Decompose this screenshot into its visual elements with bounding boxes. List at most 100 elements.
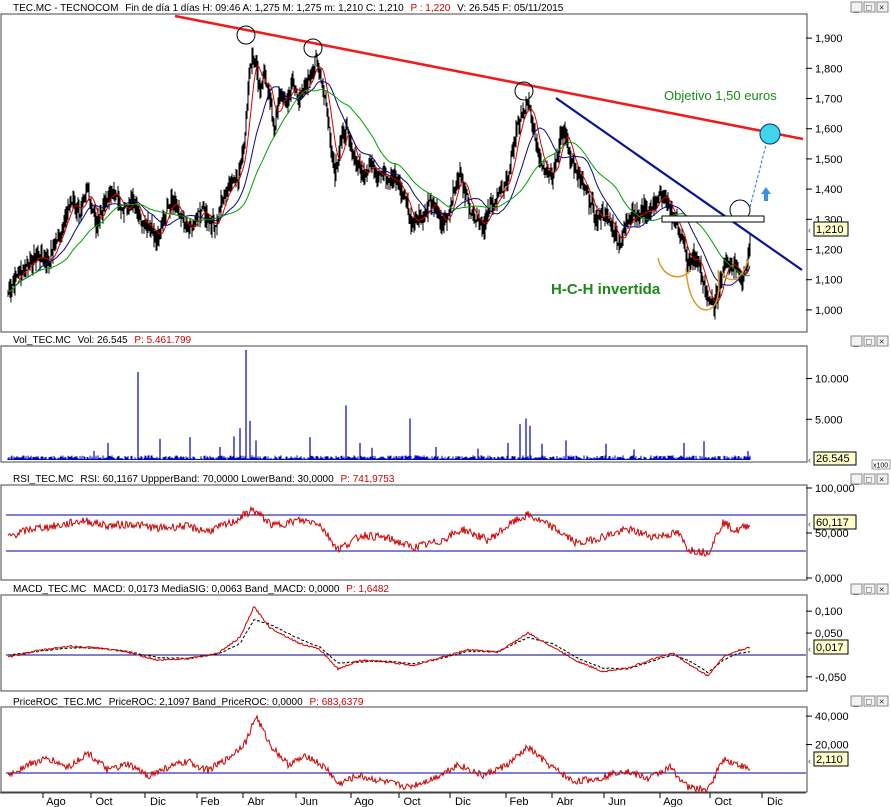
rsi-pane: RSI_TEC.MC RSI: 60,1167 UppperBand: 70,0…: [0, 474, 808, 581]
roc-pane-symbol: PriceROC_TEC.MC: [13, 697, 102, 708]
x-tick-label: Dic: [455, 796, 471, 807]
rsi-line: [7, 505, 751, 558]
annotations: Objetivo 1,50 euros H-C-H invertida: [174, 14, 804, 311]
x-tick-label: Feb: [201, 796, 220, 807]
price-minimize-button[interactable]: [850, 1, 863, 13]
roc-last-box: [813, 751, 849, 767]
x-tick-label: Oct: [714, 796, 731, 807]
macd-minimize-button[interactable]: [850, 583, 863, 595]
roc-maximize-button[interactable]: [863, 695, 876, 707]
volume-minimize-button[interactable]: [850, 335, 863, 347]
target-label: Objetivo 1,50 euros: [664, 88, 777, 103]
price-tick-label: 1,100: [815, 275, 843, 287]
roc-pane: PriceROC_TEC.MC PriceROC: 2,1097 Band_Pr…: [0, 697, 808, 793]
price-tick-label: 1,700: [815, 94, 843, 106]
macd-pane-quote: MACD: 0,0173 MediaSIG: 0,0063 Band_MACD:…: [93, 584, 340, 595]
rsi-series-layer: [6, 505, 806, 558]
svg-text:‹: ‹: [808, 756, 811, 766]
roc-tick-label: 40,000: [815, 711, 849, 723]
ma-long-line: [7, 88, 751, 293]
roc-series-layer: [6, 714, 806, 794]
price-tick-label: 1,000: [815, 305, 843, 317]
price-tick-label: 1,200: [815, 244, 843, 256]
roc-pane-p: P: 683,6379: [309, 697, 363, 708]
svg-text:MACD_TEC.MC MACD: 0,0173: MACD_TEC.MC MACD: 0,0173 MediaSIG: 0,006…: [13, 584, 389, 595]
x-tick-label: Jun: [608, 796, 626, 807]
neckline-box: [661, 215, 765, 223]
svg-text:Vol_TEC.MC Vol: 26.545: Vol_TEC.MC Vol: 26.545 P: 5.461.799: [13, 335, 192, 346]
top-circle-3: [514, 81, 534, 101]
rsi-last-value: 60,117: [816, 517, 849, 529]
price-pane-p: P : 1,220: [410, 3, 450, 14]
rsi-pane-symbol: RSI_TEC.MC: [13, 474, 74, 485]
right-shoulder-arc: [721, 259, 749, 281]
macd-last-value: 0,017: [816, 642, 844, 654]
roc-tick-label: 20,000: [815, 740, 849, 752]
up-arrow-icon: [761, 187, 771, 201]
volume-tick-label: 5.000: [815, 414, 843, 426]
rsi-maximize-button[interactable]: [863, 473, 876, 485]
ma-short-line: [7, 64, 751, 302]
price-pane-quote: Fin de día 1 días H: 09:46 A: 1,275 M: 1…: [125, 3, 404, 14]
svg-text:TEC.MC - TECNOCO: TEC.MC - TECNOCOM Fin de día 1 días H: 0…: [13, 3, 564, 14]
x-tick-label: Dic: [767, 796, 783, 807]
top-circle-1: [236, 25, 256, 45]
rsi-minimize-button[interactable]: [850, 473, 863, 485]
svg-text:‹: ‹: [808, 519, 811, 529]
macd-close-button[interactable]: [876, 583, 889, 595]
x-tick-label: Jun: [300, 796, 318, 807]
pattern-label: H-C-H invertida: [551, 281, 661, 298]
volume-multiplier: x100: [873, 463, 888, 470]
volume-close-button[interactable]: [876, 335, 889, 347]
price-maximize-button[interactable]: [863, 1, 876, 13]
rsi-pane-quote: RSI: 60,1167 UppperBand: 70,0000 LowerBa…: [80, 474, 334, 485]
rsi-tick-label: 0,000: [815, 573, 843, 585]
macd-tick-label: 0,100: [815, 606, 843, 618]
macd-line: [7, 605, 751, 677]
roc-pane-quote: PriceROC: 2,1097 Band_PriceROC: 0,0000: [109, 697, 303, 708]
macd-series-layer: [6, 605, 806, 677]
macd-tick-label: -0,050: [815, 672, 846, 684]
downtrend-line: [555, 97, 803, 271]
volume-last-box: [813, 451, 857, 466]
rsi-pane-p: P: 741,9753: [340, 474, 394, 485]
macd-maximize-button[interactable]: [863, 583, 876, 595]
roc-minimize-button[interactable]: [850, 695, 863, 707]
projection-line: [749, 144, 767, 208]
svg-text:PriceROC_TEC.MC PriceROC: PriceROC_TEC.MC PriceROC: 2,1097 Band_Pr…: [13, 697, 364, 708]
rsi-tick-label: 100,000: [815, 483, 855, 495]
svg-text:‹: ‹: [808, 225, 811, 235]
price-last-box: [813, 221, 849, 237]
price-tick-label: 1,400: [815, 184, 843, 196]
volume-series-layer: [7, 350, 751, 460]
macd-pane: MACD_TEC.MC MACD: 0,0173 MediaSIG: 0,006…: [0, 584, 808, 692]
roc-close-button[interactable]: [876, 695, 889, 707]
volume-pane: Vol_TEC.MC Vol: 26.545 P: 5.461.799: [0, 335, 808, 463]
price-pane-tail: V: 26.545 F: 05/11/2015: [457, 3, 564, 14]
x-tick-label: Oct: [95, 796, 112, 807]
roc-last-value: 2,110: [816, 754, 843, 766]
volume-maximize-button[interactable]: [863, 335, 876, 347]
macd-tick-label: 0,050: [815, 628, 843, 640]
x-tick-label: Abr: [556, 796, 573, 807]
rsi-close-button[interactable]: [876, 473, 889, 485]
left-shoulder-arc: [657, 257, 691, 278]
price-pane-name: TECNOCOM: [60, 3, 118, 14]
volume-last-value: 26.545: [816, 453, 850, 465]
svg-text:‹: ‹: [808, 644, 811, 654]
price-close-button[interactable]: [876, 1, 889, 13]
volume-pane-p: P: 5.461.799: [134, 335, 191, 346]
price-pane-symbol: TEC.MC: [13, 3, 51, 14]
resistance-line: [174, 14, 804, 141]
volume-tick-label: 10.000: [815, 374, 849, 386]
x-tick-label: Oct: [403, 796, 420, 807]
x-tick-label: Feb: [510, 796, 529, 807]
volume-pane-symbol: Vol_TEC.MC: [13, 335, 71, 346]
price-last-value: 1,210: [816, 224, 844, 236]
price-tick-label: 1,600: [815, 124, 843, 136]
macd-pane-symbol: MACD_TEC.MC: [13, 584, 86, 595]
price-pane: TEC.MC - TECNOCOM Fin de día 1 días H: 0…: [0, 3, 808, 333]
ma-mid-line: [7, 80, 751, 293]
x-tick-label: Ago: [46, 796, 66, 807]
